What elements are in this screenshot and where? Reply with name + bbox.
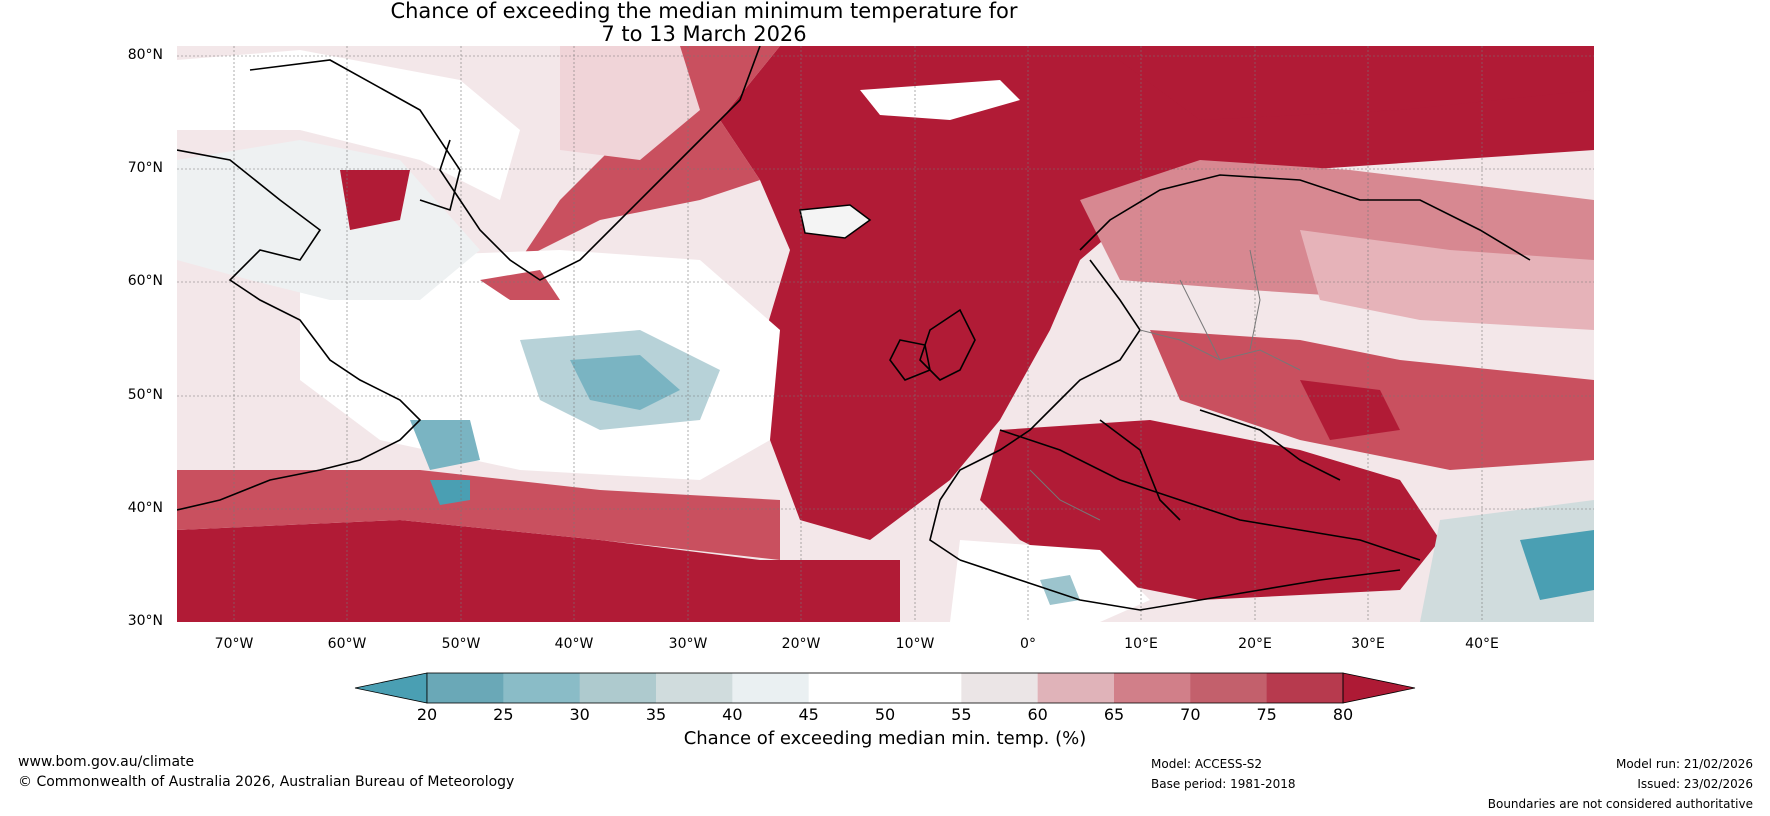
issued-date: Issued: 23/02/2026 (1637, 777, 1753, 791)
lon-label: 0° (1020, 636, 1036, 652)
chart-title: Chance of exceeding the median minimum t… (0, 0, 1408, 46)
graticule (177, 46, 1594, 622)
lat-label: 30°N (127, 613, 163, 629)
colorbar-tick-label: 55 (951, 705, 972, 724)
lat-label: 60°N (127, 273, 163, 289)
lon-label: 60°W (327, 636, 367, 652)
lon-label: 30°E (1351, 636, 1385, 652)
colorbar-tick-label: 25 (493, 705, 514, 724)
title-line-1: Chance of exceeding the median minimum t… (390, 0, 1018, 23)
lat-label: 70°N (127, 160, 163, 176)
lat-label: 40°N (127, 500, 163, 516)
base-period: Base period: 1981-2018 (1151, 777, 1296, 791)
colorbar-tick-label: 35 (645, 705, 667, 724)
lon-label: 40°E (1465, 636, 1499, 652)
lon-label: 10°W (895, 636, 935, 652)
lon-label: 20°E (1238, 636, 1272, 652)
copyright-text: © Commonwealth of Australia 2026, Austra… (18, 774, 515, 790)
website-link[interactable]: www.bom.gov.au/climate (18, 754, 195, 770)
disclaimer: Boundaries are not considered authoritat… (1487, 797, 1753, 811)
colorbar-tick-label: 60 (1027, 705, 1048, 724)
lat-label: 50°N (127, 387, 163, 403)
lon-label: 30°W (668, 636, 708, 652)
lon-label: 50°W (441, 636, 481, 652)
lat-label: 80°N (127, 47, 163, 63)
lon-label: 10°E (1124, 636, 1158, 652)
colorbar-tick-label: 80 (1332, 705, 1354, 724)
lon-label: 40°W (554, 636, 594, 652)
colorbar-tick-label: 20 (416, 705, 438, 724)
colorbar-tick-label: 30 (569, 705, 590, 724)
map-field (177, 46, 1594, 622)
model-run: Model run: 21/02/2026 (1615, 757, 1753, 771)
colorbar-tick-label: 70 (1180, 705, 1201, 724)
colorbar-label: Chance of exceeding median min. temp. (%… (683, 728, 1087, 749)
model-info: Model: ACCESS-S2 (1151, 757, 1263, 771)
colorbar-tick-label: 65 (1103, 705, 1125, 724)
lon-label: 70°W (214, 636, 254, 652)
colorbar-tick-label: 75 (1256, 705, 1277, 724)
title-line-2: 7 to 13 March 2026 (601, 22, 807, 46)
colorbar-tick-label: 50 (874, 705, 896, 724)
borders (1029, 249, 1301, 521)
colorbar-tick-label: 40 (722, 705, 743, 724)
colorbar-tick-label: 45 (798, 705, 819, 724)
lon-label: 20°W (781, 636, 821, 652)
coastlines (177, 46, 1531, 611)
